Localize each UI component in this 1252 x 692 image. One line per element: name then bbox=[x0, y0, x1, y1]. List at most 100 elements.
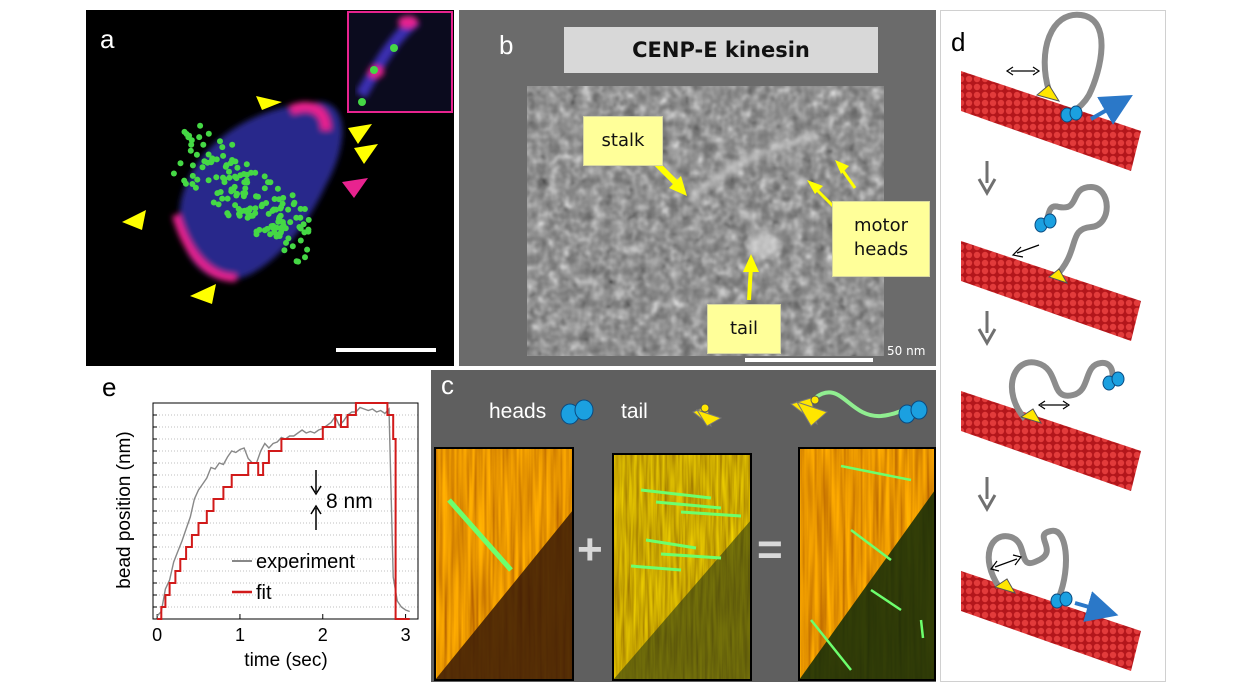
kinetochore-dot bbox=[187, 147, 194, 154]
kinetochore-dot bbox=[270, 222, 277, 229]
panel-d: d bbox=[940, 10, 1166, 682]
protein-title: CENP-E kinesin bbox=[564, 27, 878, 73]
tail-icon bbox=[692, 403, 723, 428]
kinetochore-dot bbox=[221, 176, 228, 183]
kinetochore-dot bbox=[213, 156, 220, 163]
kinetochore-dot bbox=[223, 162, 230, 169]
x-tick-label: 3 bbox=[401, 625, 411, 645]
kinetochore-dot bbox=[205, 151, 212, 158]
kinetochore-dot bbox=[188, 137, 195, 144]
cenpe-tether bbox=[985, 527, 1069, 599]
walking-arrow bbox=[1074, 591, 1119, 622]
kinetochore-dot bbox=[283, 239, 289, 246]
plus-sign: + bbox=[577, 525, 603, 574]
kinetochore-dot bbox=[182, 180, 189, 187]
label-tail: tail bbox=[707, 304, 781, 354]
kinetochore-dot bbox=[243, 161, 250, 168]
kinetochore-dot bbox=[232, 173, 238, 180]
kinetochore-dot bbox=[293, 214, 300, 221]
kinetochore-dot bbox=[278, 224, 285, 231]
kinetochore-dot bbox=[291, 199, 298, 206]
arrowhead-icon bbox=[348, 124, 372, 144]
label-motor-heads: motor heads bbox=[832, 201, 930, 277]
kinetochore-dot bbox=[188, 141, 195, 148]
micrograph-image bbox=[527, 86, 884, 356]
kinetochore-dot bbox=[189, 162, 196, 169]
x-tick-label: 1 bbox=[235, 625, 245, 645]
kinetochore-dot bbox=[193, 151, 200, 158]
kymo-track bbox=[447, 498, 513, 572]
tail-icon bbox=[993, 578, 1017, 594]
kinetochore-dot bbox=[189, 172, 196, 179]
kinetochore-dot bbox=[192, 184, 199, 191]
arrowhead-icon bbox=[743, 254, 759, 272]
kinetochore-dot bbox=[189, 181, 196, 187]
arrowhead-icon bbox=[342, 178, 368, 198]
full-motor-icon bbox=[789, 390, 928, 427]
tail-icon bbox=[1047, 268, 1069, 284]
kinetochore-dot bbox=[214, 190, 221, 197]
kinetochore-dot bbox=[285, 235, 292, 242]
kinetochore-dot bbox=[305, 216, 312, 223]
kinetochore-dot bbox=[247, 212, 254, 219]
kinetochore-dot bbox=[285, 206, 292, 213]
kinetochore-dot bbox=[304, 246, 311, 253]
panel-a: a bbox=[86, 10, 454, 366]
kinetochore-dot bbox=[241, 179, 248, 186]
kinetochore-dot bbox=[281, 247, 288, 254]
kinetochore-dot bbox=[196, 134, 203, 141]
kinetochore-dot bbox=[213, 174, 220, 181]
diffusion-arrow bbox=[994, 558, 1018, 568]
kinetochore-dot bbox=[247, 205, 254, 212]
kinetochore-dot bbox=[234, 164, 241, 171]
panel-e: 0 1 2 3 8 nm experiment fit time (sec) bead… bbox=[86, 370, 426, 682]
tail-label: tail bbox=[621, 400, 648, 423]
x-tick-label: 0 bbox=[152, 625, 162, 645]
microtubule bbox=[961, 571, 1141, 671]
kinetochore-dot bbox=[210, 199, 217, 206]
kinetochore-dot bbox=[204, 159, 211, 166]
kinetochore-dot bbox=[297, 237, 304, 244]
motor-heads-icon bbox=[560, 399, 594, 425]
spindle-micrograph bbox=[122, 11, 453, 352]
kinetochore-dot bbox=[276, 196, 283, 203]
kinetochore-dot bbox=[287, 219, 294, 226]
kinetochore-dot bbox=[238, 208, 245, 215]
tail-icon bbox=[1019, 408, 1043, 424]
kinetochore-dot bbox=[267, 231, 274, 238]
kinetochore-dot bbox=[219, 195, 226, 202]
kinetochore-dot bbox=[301, 206, 308, 212]
kinetochore-dot bbox=[274, 185, 281, 192]
tail-icon bbox=[1035, 84, 1061, 102]
step-trace-chart: 0 1 2 3 8 nm experiment fit time (sec) bead… bbox=[114, 402, 419, 671]
kinetochore-dot bbox=[276, 214, 283, 221]
kinetochore-dot bbox=[228, 188, 235, 195]
kinetochore-dot bbox=[279, 200, 286, 207]
kinetochore-dot bbox=[170, 170, 177, 177]
kinetochore-dot bbox=[275, 218, 282, 225]
kinetochore-dot bbox=[252, 210, 259, 217]
panel-letter-c: c bbox=[441, 370, 454, 400]
kinetochore-dot bbox=[183, 131, 190, 137]
kinetochore-dot bbox=[219, 144, 226, 151]
kinetochore-dot bbox=[253, 231, 260, 238]
kymograph-tail bbox=[612, 453, 752, 681]
kinetochore-dot bbox=[279, 219, 286, 225]
series-line-fit bbox=[157, 402, 410, 620]
arrowhead-icon bbox=[122, 210, 146, 230]
kinetochore-dot bbox=[234, 190, 240, 197]
kinetochore-dots bbox=[170, 122, 312, 265]
kinetochore-dot bbox=[252, 169, 259, 176]
cenpe-tether bbox=[1008, 359, 1116, 421]
panel-b: CENP-E kinesin stalk motor heads tail 50… bbox=[459, 10, 936, 366]
kinetochore-dot bbox=[289, 243, 296, 250]
arrowhead-icon bbox=[669, 176, 687, 196]
legend-label-fit: fit bbox=[256, 582, 272, 604]
kinetochore-dot bbox=[289, 192, 296, 199]
cenpe-tether bbox=[1041, 183, 1110, 280]
kinetochore-dot bbox=[263, 200, 270, 206]
kinetochore-dot bbox=[177, 160, 184, 167]
kymograph-full bbox=[798, 447, 936, 681]
kinetochore-dot bbox=[229, 141, 236, 148]
kinetochore-dot bbox=[217, 138, 223, 145]
